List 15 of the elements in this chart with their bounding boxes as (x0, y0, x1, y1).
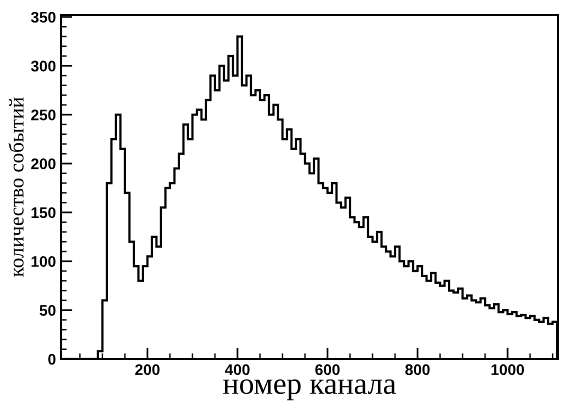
y-axis-title: количество событий (8, 97, 24, 277)
y-tick-label: 250 (31, 110, 56, 120)
x-tick-label: 400 (224, 364, 250, 376)
y-tick-label: 150 (32, 207, 56, 218)
y-tick-label: 50 (40, 305, 56, 316)
y-tick-label: 200 (31, 158, 56, 170)
x-tick-label: 1000 (492, 364, 524, 376)
y-tick-label: 100 (32, 256, 56, 267)
x-tick-label: 800 (405, 364, 430, 376)
y-tick-label: 300 (31, 60, 56, 72)
x-tick-label: 600 (315, 364, 340, 376)
x-axis-title: номер канала (223, 379, 396, 400)
y-tick-label: 0 (48, 354, 56, 365)
x-tick-label: 200 (135, 364, 160, 376)
y-tick-label: 350 (31, 12, 56, 23)
